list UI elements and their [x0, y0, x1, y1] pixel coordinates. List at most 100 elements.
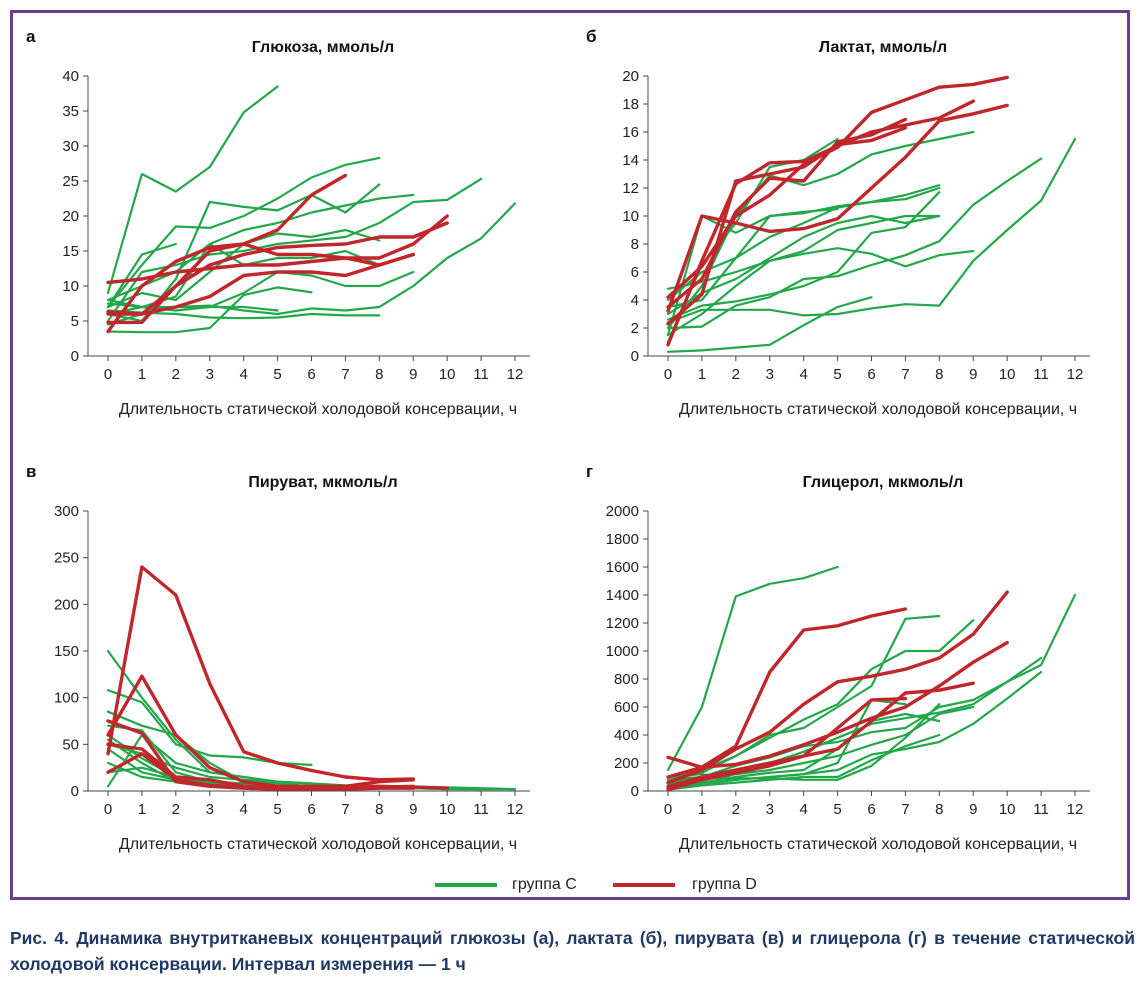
legend-swatch-group-c [435, 883, 497, 887]
legend-label-group-c: группа С [512, 876, 577, 893]
x-tick-label: 3 [206, 801, 214, 818]
panel-letter: б [586, 27, 597, 46]
x-tick-label: 0 [104, 366, 112, 383]
series-line-group-c [106, 85, 279, 295]
y-tick-label: 16 [622, 124, 639, 141]
x-tick-label: 11 [473, 366, 489, 383]
x-tick-label: 9 [409, 801, 417, 818]
y-tick-label: 800 [614, 671, 639, 688]
y-tick-label: 200 [54, 596, 79, 613]
x-tick-label: 0 [664, 366, 672, 383]
x-tick-label: 11 [1033, 801, 1049, 818]
x-tick-label: 12 [507, 366, 524, 383]
chart-title: Лактат, ммоль/л [818, 39, 948, 56]
y-tick-label: 400 [614, 727, 639, 744]
x-tick-label: 9 [409, 366, 417, 383]
chart-title: Пируват, мкмоль/л [248, 474, 398, 491]
x-tick-label: 6 [867, 801, 875, 818]
series-line-group-c [666, 733, 941, 791]
y-tick-label: 25 [62, 173, 79, 190]
x-tick-label: 10 [439, 366, 456, 383]
x-tick-label: 2 [172, 366, 180, 383]
y-tick-label: 200 [614, 755, 639, 772]
series-line-group-c [666, 619, 975, 781]
y-tick-label: 300 [54, 503, 79, 520]
x-tick-label: 12 [1067, 366, 1084, 383]
x-tick-label: 7 [901, 366, 909, 383]
panel-letter: а [26, 27, 36, 46]
x-tick-label: 5 [273, 801, 281, 818]
y-tick-label: 20 [62, 208, 79, 225]
y-tick-label: 1800 [606, 531, 639, 548]
figure-frame: а Глюкоза, ммоль/л 0 5 10 15 20 25 30 35 40 0 1 2 3 4… [10, 10, 1130, 900]
series-line-group-d [666, 126, 908, 326]
series-line-group-d [106, 252, 415, 316]
y-tick-label: 250 [54, 550, 79, 567]
x-tick-label: 1 [138, 801, 146, 818]
x-tick-label: 7 [341, 366, 349, 383]
x-tick-label: 7 [901, 801, 909, 818]
figure-caption: Рис. 4. Динамика внутритканевых концентр… [10, 928, 1135, 974]
y-tick-label: 6 [631, 264, 639, 281]
y-tick-label: 12 [622, 180, 639, 197]
series-line-group-c [666, 247, 975, 290]
y-tick-label: 1400 [606, 587, 639, 604]
y-tick-label: 2000 [606, 503, 639, 520]
series-line-group-c [666, 214, 941, 316]
x-tick-label: 0 [104, 801, 112, 818]
x-tick-label: 3 [766, 801, 774, 818]
y-tick-label: 150 [54, 643, 79, 660]
x-tick-label: 5 [273, 366, 281, 383]
series-line-group-c [666, 296, 873, 353]
series-line-group-d [106, 221, 449, 316]
x-tick-label: 8 [935, 366, 943, 383]
x-tick-label: 8 [375, 366, 383, 383]
x-tick-label: 12 [1067, 801, 1084, 818]
y-tick-label: 0 [631, 783, 639, 800]
x-tick-label: 3 [206, 366, 214, 383]
series-line-group-c [666, 137, 1077, 324]
series-line-group-c [106, 270, 415, 309]
y-tick-label: 35 [62, 103, 79, 120]
x-tick-label: 10 [999, 801, 1016, 818]
y-tick-label: 8 [631, 236, 639, 253]
x-tick-label: 4 [239, 801, 247, 818]
series-line-group-d [106, 173, 348, 325]
y-tick-label: 50 [62, 736, 79, 753]
legend-swatch-group-d [613, 883, 675, 887]
x-tick-label: 5 [833, 801, 841, 818]
x-tick-label: 7 [341, 801, 349, 818]
chart-title: Глицерол, мкмоль/л [802, 474, 964, 491]
y-tick-label: 600 [614, 699, 639, 716]
x-tick-label: 2 [732, 801, 740, 818]
series-line-group-d [666, 99, 975, 347]
y-tick-label: 14 [622, 152, 639, 169]
series-line-group-d [666, 590, 1009, 785]
x-tick-label: 5 [833, 366, 841, 383]
chart-title: Глюкоза, ммоль/л [251, 39, 395, 56]
x-tick-label: 4 [239, 366, 247, 383]
y-tick-label: 2 [631, 320, 639, 337]
legend: группа С группа D [0, 875, 1147, 895]
series-line-group-d [106, 752, 415, 790]
y-tick-label: 100 [54, 690, 79, 707]
panel-letter: в [26, 462, 37, 481]
panel-pyruvate: в Пируват, мкмоль/л 0 50 100 150 200 250 300 0 1… [18, 456, 573, 886]
series-line-group-d [106, 565, 415, 782]
y-tick-label: 1000 [606, 643, 639, 660]
y-tick-label: 10 [622, 208, 639, 225]
series-line-group-c [666, 214, 941, 337]
series-line-group-c [666, 565, 839, 772]
series-line-group-c [106, 302, 279, 312]
series-line-group-d [666, 681, 975, 789]
x-tick-label: 12 [507, 801, 524, 818]
series-line-group-c [106, 193, 415, 302]
series-line-group-d [106, 214, 449, 334]
x-tick-label: 8 [935, 801, 943, 818]
x-tick-label: 4 [799, 801, 807, 818]
y-tick-label: 15 [62, 243, 79, 260]
x-tick-label: 10 [439, 801, 456, 818]
